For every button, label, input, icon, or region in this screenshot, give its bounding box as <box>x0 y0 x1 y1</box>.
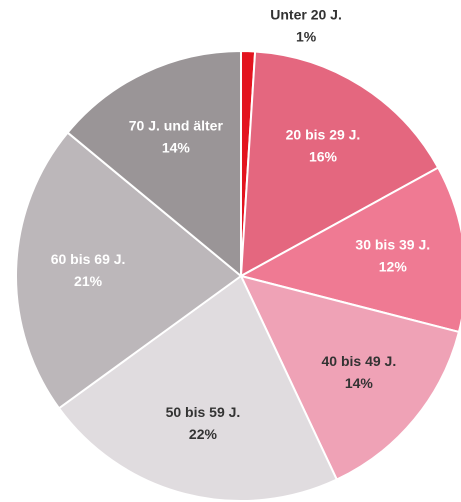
slice-value-label: 14% <box>345 375 374 391</box>
slice-value-label: 14% <box>162 139 191 155</box>
pie-slice <box>15 131 243 410</box>
slice-value-label: 21% <box>74 273 103 289</box>
pie-slice <box>239 50 440 278</box>
slice-label: Unter 20 J. <box>270 7 342 23</box>
pie-slice <box>239 274 461 481</box>
pie-slice <box>66 49 242 279</box>
slice-label: 20 bis 29 J. <box>286 127 361 143</box>
slice-label: 30 bis 39 J. <box>355 237 430 253</box>
slice-value-label: 22% <box>189 426 218 442</box>
slice-label: 60 bis 69 J. <box>51 251 126 267</box>
slice-value-label: 12% <box>379 259 408 275</box>
slice-label: 40 bis 49 J. <box>322 353 397 369</box>
slice-value-label: 16% <box>309 149 338 165</box>
slice-label: 70 J. und älter <box>129 117 224 133</box>
slice-label: 50 bis 59 J. <box>166 404 241 420</box>
slice-value-label: 1% <box>296 29 317 45</box>
pie-slice <box>238 166 461 334</box>
pie-slice <box>57 274 339 502</box>
